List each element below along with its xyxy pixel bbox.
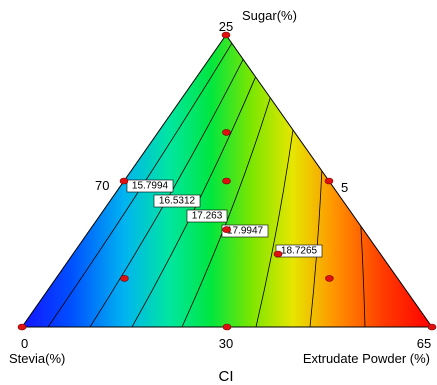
contour-line [89, 35, 259, 327]
design-point [17, 323, 27, 331]
svg-text:16.5312: 16.5312 [159, 196, 196, 207]
contour-line [47, 35, 241, 327]
contour-label: 17.263 [186, 209, 228, 223]
bottom-left-tick: 0 [21, 336, 28, 351]
design-point [120, 275, 129, 282]
design-point [273, 250, 283, 258]
right-edge-tick: 5 [341, 180, 348, 195]
bottom-right-tick: 65 [417, 336, 431, 351]
svg-text:17.9947: 17.9947 [227, 226, 264, 237]
design-point [324, 177, 334, 185]
design-point [222, 323, 232, 331]
contour-label: 16.5312 [153, 194, 201, 208]
contour-label: 17.9947 [221, 224, 269, 238]
top-vertex-label: Sugar(%) [242, 8, 297, 23]
design-point [119, 177, 129, 185]
contour-labels: 15.7994 16.5312 17.263 17.9947 18.7265 [126, 179, 323, 258]
chart-title: CI [219, 368, 234, 385]
design-point [222, 129, 231, 136]
bottom-mid-tick: 30 [219, 336, 233, 351]
right-vertex-label: Extrudate Powder (%) [303, 351, 430, 366]
design-point [222, 226, 231, 233]
design-point [221, 31, 231, 39]
top-vertex-tick: 25 [219, 19, 233, 34]
left-vertex-label: Stevia(%) [9, 351, 65, 366]
contour-label: 15.7994 [126, 179, 174, 193]
left-edge-tick: 70 [95, 178, 109, 193]
contour-label: 18.7265 [275, 244, 323, 258]
svg-text:18.7265: 18.7265 [281, 246, 318, 257]
svg-text:15.7994: 15.7994 [132, 181, 169, 192]
design-points [17, 31, 437, 331]
svg-text:17.263: 17.263 [192, 211, 223, 222]
design-point [222, 177, 231, 185]
design-point [325, 275, 334, 282]
design-point [427, 323, 437, 331]
